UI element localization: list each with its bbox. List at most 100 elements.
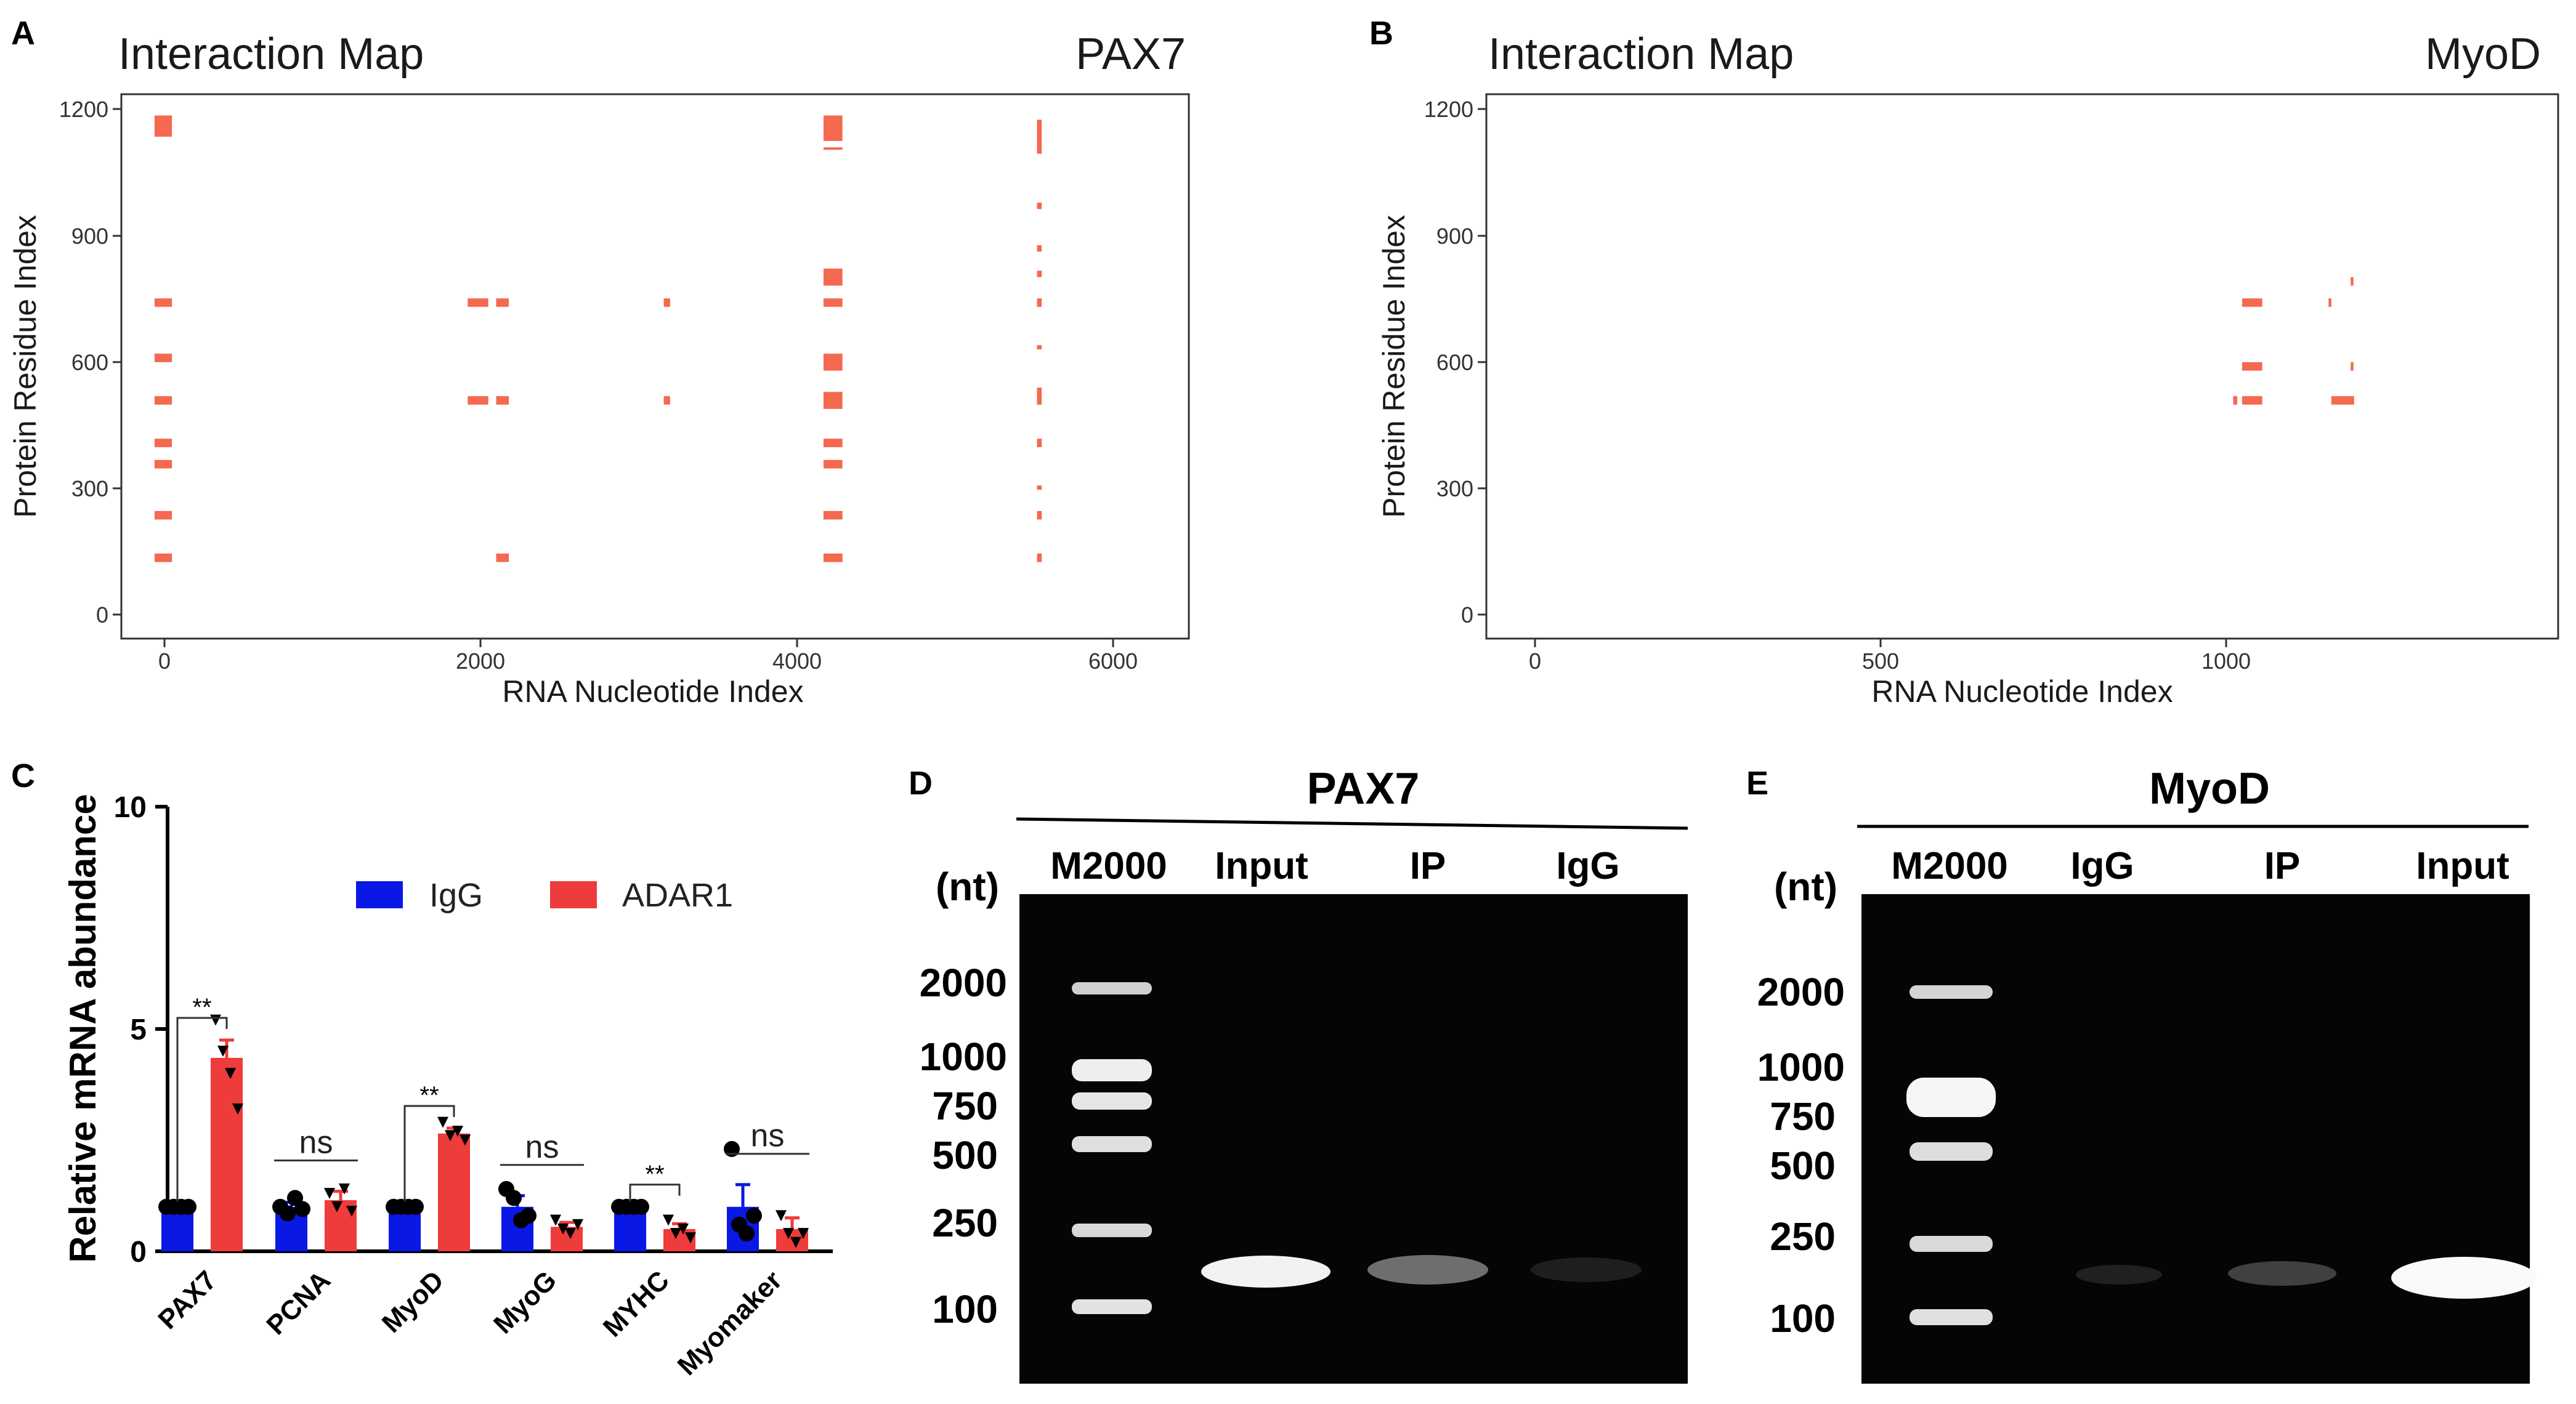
heatmap-cell (1037, 119, 1042, 154)
y-ticks-a: 0 300 600 900 1200 (59, 97, 121, 627)
x-ticks-a: 0 2000 4000 6000 (158, 639, 1138, 674)
heatmap-cell (823, 438, 843, 448)
x-tick-label-a: 0 (158, 648, 171, 674)
bar-adar1 (438, 1133, 470, 1251)
y-axis-title-c: Relative mRNA abundance (62, 794, 103, 1262)
data-point (678, 1223, 689, 1235)
significance-label: ns (525, 1129, 559, 1165)
heatmap-cell (1037, 345, 1042, 350)
heatmap-cell (1037, 270, 1042, 277)
x-axis-title-a: RNA Nucleotide Index (502, 674, 803, 709)
sample-band-input (1201, 1256, 1331, 1288)
heatmap-cell (823, 268, 843, 286)
lane-label-e: IP (2264, 845, 2301, 887)
heatmap-cell (663, 298, 670, 307)
data-point (437, 1116, 448, 1128)
bar-marks-c (158, 1014, 809, 1251)
heatmap-cell (1037, 387, 1042, 405)
significance-label: ** (419, 1082, 439, 1109)
data-point (346, 1206, 357, 1217)
map-protein-b: MyoD (2425, 30, 2541, 79)
panel-letter-b: B (1369, 15, 1393, 52)
data-point (520, 1208, 537, 1224)
y-tick-label-a: 900 (71, 224, 108, 249)
heatmap-cell (2351, 277, 2354, 286)
panel-letter-d: D (909, 765, 933, 802)
gel-title-d: PAX7 (1307, 764, 1420, 813)
x-axis-title-b: RNA Nucleotide Index (1871, 674, 2173, 709)
ladder-band (1906, 1078, 1996, 1117)
data-point (783, 1228, 794, 1240)
data-point (633, 1198, 649, 1215)
size-label-e: 750 (1770, 1094, 1836, 1139)
size-header-d: (nt) (936, 865, 999, 909)
lane-label-d: Input (1215, 845, 1308, 887)
data-point (663, 1214, 674, 1226)
lane-label-d: IP (1410, 845, 1446, 887)
panel-d: D PAX7 M2000 Input IP IgG (nt) 2000 1000… (909, 764, 1688, 1384)
heatmap-cell (496, 553, 509, 562)
data-point (572, 1219, 583, 1230)
data-point (460, 1134, 471, 1146)
ladder-band (1072, 1136, 1152, 1152)
data-point (798, 1228, 809, 1240)
data-point (408, 1198, 424, 1215)
category-label: MyoD (376, 1265, 450, 1338)
sample-band-ip (1367, 1255, 1488, 1285)
ladder-band (1910, 985, 1993, 999)
category-label: MyoG (488, 1265, 562, 1339)
x-tick-label-b: 500 (1862, 648, 1899, 674)
y-tick-label-c: 0 (130, 1236, 147, 1269)
size-label-e: 250 (1770, 1214, 1836, 1259)
size-label-e: 2000 (1757, 970, 1845, 1014)
ladder-e (1906, 985, 1996, 1325)
significance-label: ** (645, 1161, 664, 1188)
heatmap-cell (154, 459, 172, 469)
data-point (445, 1130, 456, 1142)
y-tick-label-b: 0 (1461, 602, 1473, 627)
category-label: PCNA (261, 1265, 336, 1341)
legend-swatch-igg (356, 881, 403, 908)
panel-c: C 0 5 10 Relative mRNA abundance IgG ADA… (11, 757, 833, 1381)
gel-title-e: MyoD (2149, 764, 2270, 813)
heatmap-cell (1037, 245, 1042, 252)
size-label-d: 2000 (920, 961, 1007, 1005)
heatmap-cell (1037, 298, 1042, 307)
data-point (232, 1103, 243, 1115)
data-point (280, 1205, 296, 1222)
category-label: MYHC (597, 1265, 675, 1342)
y-tick-label-b: 900 (1436, 224, 1473, 249)
size-header-e: (nt) (1774, 865, 1837, 909)
heatmap-cell (468, 396, 488, 405)
sample-band-igg (1531, 1257, 1642, 1282)
legend-label-adar1: ADAR1 (622, 877, 733, 914)
heatmap-cell (154, 115, 172, 137)
x-tick-label-a: 2000 (456, 648, 505, 674)
y-tick-label-a: 0 (96, 602, 108, 627)
ladder-band (1072, 1224, 1152, 1237)
category-label: PAX7 (152, 1265, 222, 1335)
heatmap-cell (1037, 510, 1042, 520)
ladder-band (1072, 982, 1152, 994)
panel-letter-e: E (1746, 765, 1768, 802)
gel-image-e (1861, 894, 2530, 1384)
heatmap-cell (823, 298, 843, 307)
panel-e: E MyoD M2000 IgG IP Input (nt) 2000 1000… (1746, 764, 2537, 1384)
heatmap-cell (823, 553, 843, 562)
y-axis-title-b: Protein Residue Index (1377, 215, 1411, 518)
heatmap-cell (154, 553, 172, 562)
size-label-d: 500 (932, 1133, 998, 1177)
data-point (685, 1232, 696, 1244)
legend-label-igg: IgG (429, 877, 483, 914)
data-point (670, 1228, 681, 1240)
y-ticks-c: 0 5 10 (114, 791, 168, 1269)
heatmap-cell (823, 392, 843, 409)
data-point (324, 1188, 335, 1200)
map-title-a: Interaction Map (118, 30, 424, 79)
size-label-e: 100 (1770, 1296, 1836, 1341)
heatmap-cell (154, 353, 172, 363)
data-point (790, 1237, 801, 1248)
heatmap-cell (496, 298, 509, 307)
heatmap-cell (2233, 396, 2238, 405)
